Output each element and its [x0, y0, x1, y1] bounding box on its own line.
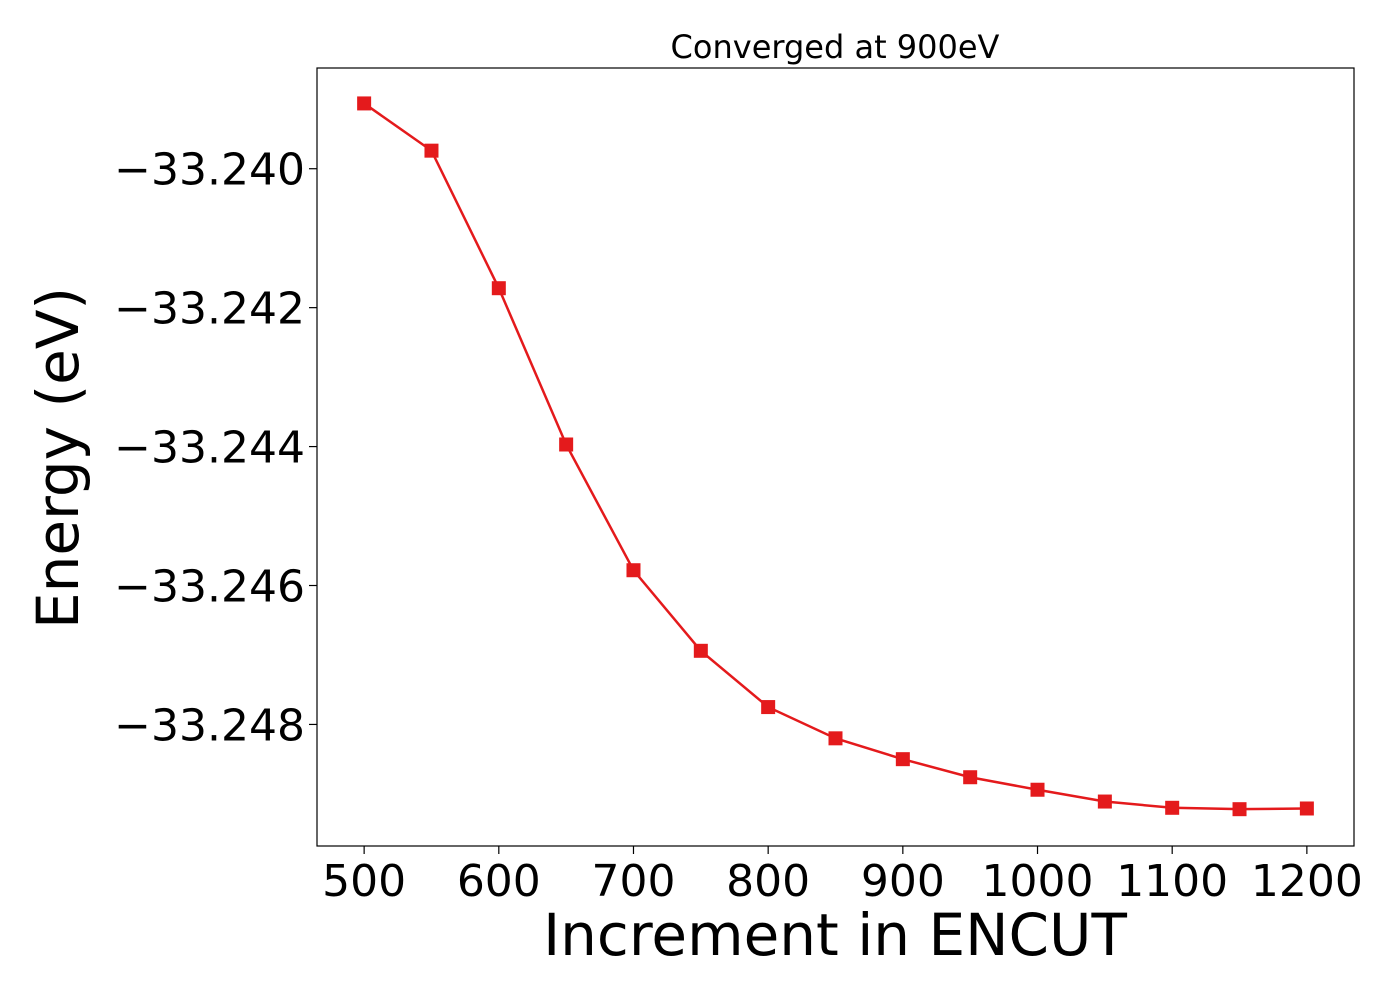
data-point-marker	[963, 770, 978, 785]
x-tick-label: 800	[726, 856, 810, 907]
data-point-marker	[626, 563, 641, 578]
y-tick-label: −33.248	[114, 700, 305, 751]
chart-title: Converged at 900eV	[671, 28, 1000, 66]
data-point-marker	[693, 643, 708, 658]
y-tick-label: −33.242	[114, 284, 305, 335]
series-line	[363, 102, 1307, 811]
data-point-marker	[1165, 800, 1180, 815]
data-point-marker	[1097, 794, 1112, 809]
y-axis-label: Energy (eV)	[24, 287, 92, 629]
x-tick-label: 600	[457, 856, 541, 907]
data-point-marker	[895, 752, 910, 767]
data-point-marker	[1232, 802, 1247, 817]
x-tick-label: 1100	[1116, 856, 1228, 907]
data-point-marker	[424, 143, 439, 158]
x-axis: 500 600 700 800 900 1000 1100 1200	[322, 846, 1363, 907]
data-point-marker	[357, 96, 372, 111]
data-point-marker	[559, 437, 574, 452]
x-tick-label: 700	[591, 856, 675, 907]
x-tick-label: 1000	[982, 856, 1094, 907]
x-axis-label: Increment in ENCUT	[543, 901, 1127, 969]
x-tick-label: 500	[322, 856, 406, 907]
data-point-marker	[1299, 801, 1314, 816]
x-tick-label: 900	[861, 856, 945, 907]
y-tick-label: −33.244	[114, 423, 305, 474]
data-point-marker	[491, 281, 506, 296]
data-point-marker	[761, 700, 776, 715]
y-axis: −33.240 −33.242 −33.244 −33.246 −33.248	[114, 145, 317, 751]
y-tick-label: −33.246	[114, 562, 305, 613]
data-point-marker	[828, 731, 843, 746]
data-point-marker	[1030, 782, 1045, 797]
plot-frame	[316, 67, 1355, 847]
x-tick-label: 1200	[1251, 856, 1363, 907]
plot-area	[357, 96, 1314, 817]
y-tick-label: −33.240	[114, 145, 305, 196]
